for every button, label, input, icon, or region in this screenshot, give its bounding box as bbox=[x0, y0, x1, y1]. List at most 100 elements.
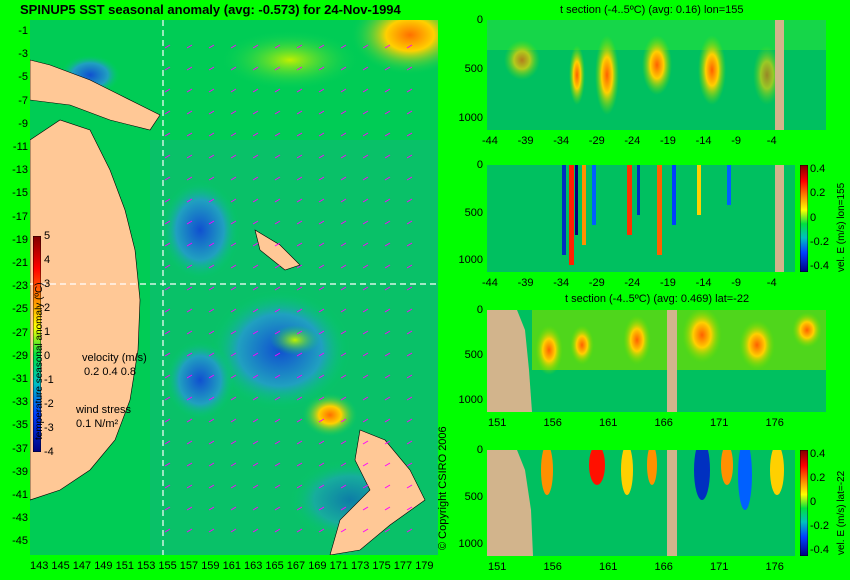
wind-arrow bbox=[406, 506, 413, 511]
wind-arrow bbox=[274, 88, 281, 93]
wind-arrow bbox=[362, 440, 369, 445]
wind-arrow bbox=[340, 44, 347, 49]
map-x-tick: 171 bbox=[329, 560, 348, 572]
wind-arrow bbox=[164, 132, 171, 137]
wind-arrow bbox=[384, 132, 391, 137]
wind-arrow bbox=[384, 462, 391, 467]
wind-arrow bbox=[362, 484, 369, 489]
wind-arrow bbox=[252, 330, 259, 335]
wind-arrow bbox=[230, 352, 237, 357]
wind-arrow bbox=[406, 66, 413, 71]
wind-arrow bbox=[406, 484, 413, 489]
wind-arrow bbox=[252, 176, 259, 181]
map-y-tick: -3 bbox=[18, 48, 28, 61]
wind-arrow bbox=[230, 484, 237, 489]
wind-arrow bbox=[274, 264, 281, 269]
wind-arrow bbox=[406, 286, 413, 291]
wind-arrow bbox=[318, 132, 325, 137]
wind-arrow bbox=[252, 374, 259, 379]
wind-arrow bbox=[384, 506, 391, 511]
wind-arrow bbox=[208, 198, 215, 203]
wind-arrow bbox=[296, 396, 303, 401]
wind-arrow bbox=[296, 440, 303, 445]
wind-arrow bbox=[296, 110, 303, 115]
map-y-tick: -41 bbox=[12, 489, 28, 501]
wind-arrow bbox=[362, 506, 369, 511]
wind-arrow bbox=[164, 66, 171, 71]
map-y-tick: -27 bbox=[12, 326, 28, 339]
wind-arrow bbox=[318, 484, 325, 489]
wind-arrow bbox=[164, 220, 171, 225]
wind-arrow bbox=[186, 132, 193, 137]
wind-arrow bbox=[274, 506, 281, 511]
wind-arrow bbox=[362, 374, 369, 379]
wind-arrow bbox=[274, 462, 281, 467]
wind-arrow bbox=[252, 484, 259, 489]
wind-arrow bbox=[318, 374, 325, 379]
wind-arrow bbox=[208, 154, 215, 159]
map-y-tick: -31 bbox=[12, 373, 28, 385]
map-colorbar bbox=[33, 236, 41, 452]
wind-arrow bbox=[208, 418, 215, 423]
wind-arrow bbox=[274, 154, 281, 159]
wind-arrow bbox=[340, 440, 347, 445]
wind-arrow bbox=[230, 264, 237, 269]
velocity-label: velocity (m/s) bbox=[82, 352, 147, 364]
panel3-y-tick: 1000 bbox=[458, 538, 483, 550]
wind-arrow bbox=[186, 506, 193, 511]
new-guinea-land bbox=[30, 59, 161, 131]
wind-arrow bbox=[252, 396, 259, 401]
wind-arrow bbox=[274, 198, 281, 203]
wind-arrow bbox=[384, 264, 391, 269]
panel1-colorbar-tick: 0.2 bbox=[810, 187, 826, 200]
panel2-x-tick: 161 bbox=[599, 417, 618, 429]
wind-arrow bbox=[274, 352, 281, 357]
australia-land bbox=[30, 119, 141, 501]
wind-arrow bbox=[340, 88, 347, 93]
panel0-x-tick: -39 bbox=[517, 135, 534, 147]
wind-arrow bbox=[384, 418, 391, 423]
wind-arrow bbox=[384, 242, 391, 247]
wind-arrow bbox=[164, 440, 171, 445]
wind-arrow bbox=[274, 132, 281, 137]
map-y-tick: -9 bbox=[18, 117, 28, 130]
wind-arrow bbox=[340, 110, 347, 115]
wind-arrow bbox=[362, 528, 369, 533]
wind-arrow bbox=[340, 352, 347, 357]
panel0-x-tick: -4 bbox=[766, 135, 777, 147]
colorbar-tick: 4 bbox=[44, 254, 51, 266]
panel3-y-tick: 0 bbox=[476, 444, 483, 456]
panel0-x-tick: -29 bbox=[588, 135, 605, 147]
panel1-x-tick: -39 bbox=[517, 277, 534, 289]
wind-arrow bbox=[318, 286, 325, 291]
wind-arrow bbox=[318, 440, 325, 445]
wind-arrow bbox=[208, 330, 215, 335]
panel3-x-tick: 166 bbox=[654, 561, 673, 573]
wind-arrow bbox=[362, 330, 369, 335]
panel1-colorbar-label: vel. E (m/s) lon=155 bbox=[836, 182, 847, 272]
panel3-x-tick: 151 bbox=[488, 561, 507, 573]
wind-arrow bbox=[252, 352, 259, 357]
wind-arrow bbox=[230, 308, 237, 313]
wind-arrow bbox=[384, 374, 391, 379]
panel0-title: t section (-4..5ºC) (avg: 0.16) lon=155 bbox=[560, 4, 744, 16]
panel1-x-tick: -14 bbox=[695, 277, 712, 289]
wind-arrow bbox=[318, 44, 325, 49]
panel3-x-tick: 156 bbox=[543, 561, 562, 573]
map-y-tick: -25 bbox=[12, 303, 28, 316]
colorbar-tick: -3 bbox=[44, 422, 54, 434]
wind-arrow bbox=[252, 198, 259, 203]
wind-arrow bbox=[274, 220, 281, 225]
wind-arrow bbox=[340, 242, 347, 247]
wind-arrow bbox=[164, 154, 171, 159]
wind-arrow bbox=[230, 440, 237, 445]
wind-arrow bbox=[362, 352, 369, 357]
wind-arrow bbox=[318, 462, 325, 467]
wind-arrow bbox=[164, 264, 171, 269]
map-y-tick: -35 bbox=[12, 419, 28, 432]
wind-arrow bbox=[164, 242, 171, 247]
wind-arrow bbox=[296, 462, 303, 467]
wind-arrow bbox=[164, 330, 171, 335]
wind-arrow bbox=[384, 88, 391, 93]
wind-arrow bbox=[362, 66, 369, 71]
